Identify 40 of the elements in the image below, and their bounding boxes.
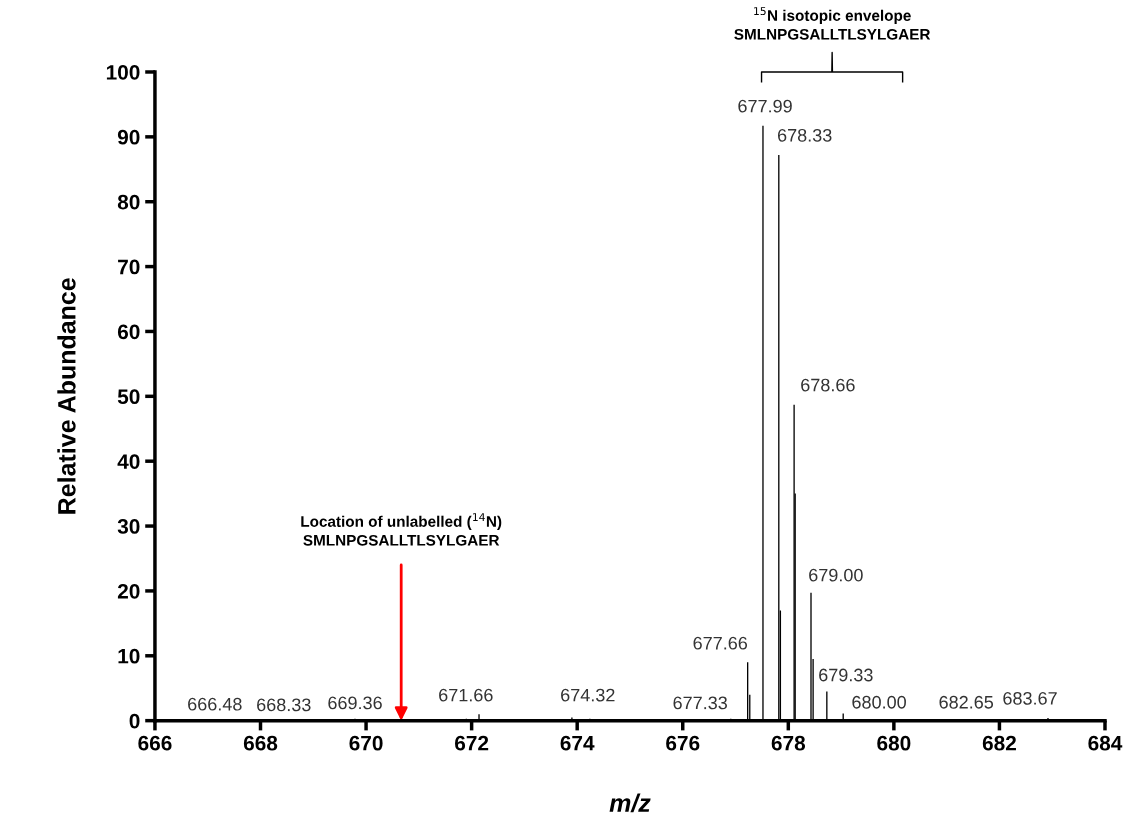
x-tick-label: 676 (666, 735, 700, 751)
y-tick-label: 0 (129, 713, 140, 729)
y-axis-title: Relative Abundance (57, 278, 76, 514)
x-tick-label: 670 (349, 735, 383, 751)
y-tick-label: 70 (118, 259, 140, 275)
y-tick-label: 20 (117, 583, 140, 599)
x-tick-label: 668 (243, 735, 278, 751)
annotation: 677.99 (738, 99, 792, 113)
y-tick-label: 10 (118, 648, 140, 664)
y-tick-label: 30 (117, 519, 140, 534)
x-tick-label: 672 (455, 735, 489, 751)
y-tick-label: 50 (117, 389, 140, 405)
x-tick-label: 666 (138, 735, 172, 751)
x-tick-label: 680 (877, 735, 911, 751)
annotation: 682.65 (939, 695, 994, 709)
x-tick-label: 674 (560, 735, 595, 751)
annotation: 677.66 (693, 636, 748, 650)
annotation: 680.00 (852, 695, 906, 709)
annotation: 674.32 (561, 688, 615, 702)
annotation: 677.33 (673, 696, 727, 710)
y-tick-label: 90 (117, 129, 140, 145)
annotation: 679.33 (819, 668, 873, 682)
y-tick-label: 60 (117, 324, 140, 340)
annotation: 678.66 (801, 378, 855, 392)
y-tick-label: 80 (117, 194, 140, 210)
annotation: Location of unlabelled ($^{14}$N) SMLNPGSALLTLSYLGAER (301, 513, 502, 546)
y-tick-label: 40 (117, 454, 140, 469)
annotation: 666.48 (188, 697, 242, 711)
annotation: 678.33 (777, 128, 832, 142)
y-tick-label: 100 (106, 64, 140, 80)
x-tick-label: 682 (982, 735, 1016, 751)
text: $^{15}$N isotopic envelope SMLNPGSALLTLSYLGAER (734, 7, 931, 40)
x-tick-label: 678 (771, 735, 806, 751)
x-tick-label: 684 (1088, 735, 1123, 751)
x-axis-title: m/z (609, 793, 651, 813)
annotation: 669.36 (328, 696, 382, 710)
annotation: 671.66 (439, 688, 493, 702)
annotation: 683.67 (1003, 691, 1057, 705)
annotation: 668.33 (257, 698, 311, 712)
annotation: 679.00 (809, 568, 863, 582)
